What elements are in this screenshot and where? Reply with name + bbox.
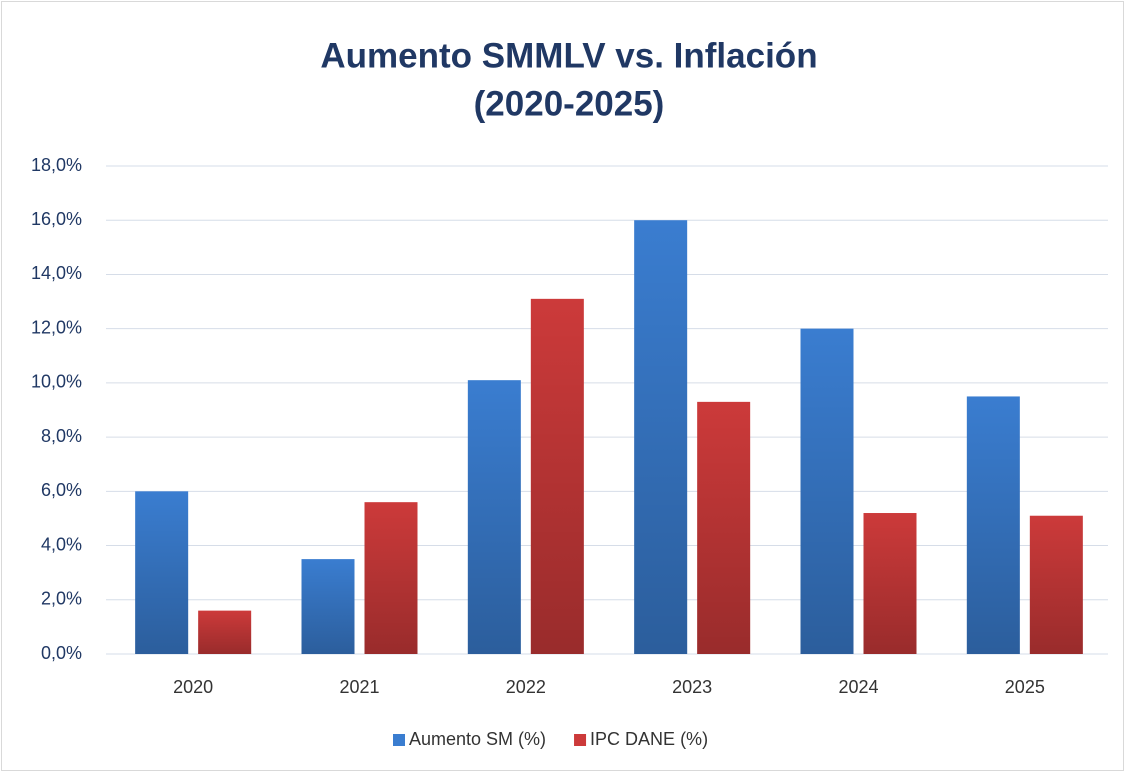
y-tick-label: 8,0% [41,426,82,446]
chart-title: Aumento SMMLV vs. Inflación [320,36,817,75]
y-tick-label: 6,0% [41,480,82,500]
chart-subtitle: (2020-2025) [474,84,665,123]
x-tick-label: 2021 [339,677,379,697]
bar [863,513,917,654]
x-tick-label: 2020 [173,677,213,697]
y-tick-label: 14,0% [31,263,82,283]
bar [530,298,584,654]
bar [135,491,189,654]
x-tick-label: 2023 [672,677,712,697]
y-tick-label: 18,0% [31,155,82,175]
legend-swatch [574,734,587,746]
x-tick-label: 2022 [506,677,546,697]
bar [364,502,418,654]
y-tick-label: 4,0% [41,534,82,554]
bar [800,328,854,654]
bar [966,396,1020,654]
y-tick-label: 0,0% [41,643,82,663]
x-tick-label: 2024 [838,677,878,697]
legend-label: Aumento SM (%) [409,729,546,749]
bar [1029,515,1083,654]
y-tick-label: 16,0% [31,209,82,229]
bar [634,220,688,654]
bar [301,559,355,654]
y-tick-label: 12,0% [31,317,82,337]
bar [198,610,252,654]
bar [697,401,751,654]
y-tick-label: 2,0% [41,589,82,609]
legend-swatch [393,734,405,746]
x-tick-label: 2025 [1005,677,1045,697]
legend-label: IPC DANE (%) [590,729,708,749]
y-tick-label: 10,0% [31,372,82,392]
bar [467,380,521,654]
